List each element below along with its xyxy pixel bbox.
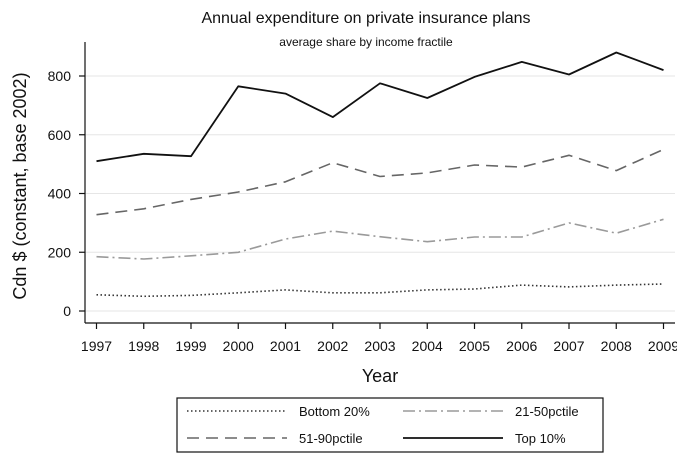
y-tick-label: 0 [63,303,71,319]
x-tick-label: 2003 [364,338,395,354]
series-line-bottom-20- [96,283,664,298]
x-tick-label: 2004 [412,338,443,354]
legend-label: Top 10% [515,431,566,446]
x-axis-label: Year [362,366,398,386]
chart-title: Annual expenditure on private insurance … [201,10,530,27]
plot-area: 0 200 400 600 800 1997 1998 1999 2000 2001 2002 200… [48,42,677,354]
x-tick-label: 2002 [317,338,348,354]
series-line-21-50pctile [96,218,664,260]
x-tick-label: 2001 [270,338,301,354]
x-tick-label: 1999 [175,338,206,354]
x-tick-label: 1997 [81,338,112,354]
chart-subtitle: average share by income fractile [279,35,453,49]
y-tick-label: 800 [48,68,72,84]
x-tick-label: 2005 [459,338,490,354]
x-tick-label: 2008 [601,338,632,354]
series-line-top-10- [96,51,664,163]
x-tick-label: 2007 [553,338,584,354]
legend-label: 21-50pctile [515,404,579,419]
y-tick-label: 600 [48,127,72,143]
legend-label: Bottom 20% [299,404,370,419]
legend-box [176,397,604,453]
y-axis-label: Cdn $ (constant, base 2002) [10,72,30,299]
x-tick-label: 2006 [506,338,537,354]
series-line-51-90pctile [96,148,664,216]
x-tick-label: 2009 [648,338,677,354]
legend-label: 51-90pctile [299,431,363,446]
x-tick-label: 1998 [128,338,159,354]
legend: Bottom 20% 21-50pctile 51-90pctile Top 10% [176,397,604,453]
y-tick-label: 400 [48,186,72,202]
x-tick-label: 2000 [223,338,254,354]
y-tick-label: 200 [48,244,72,260]
